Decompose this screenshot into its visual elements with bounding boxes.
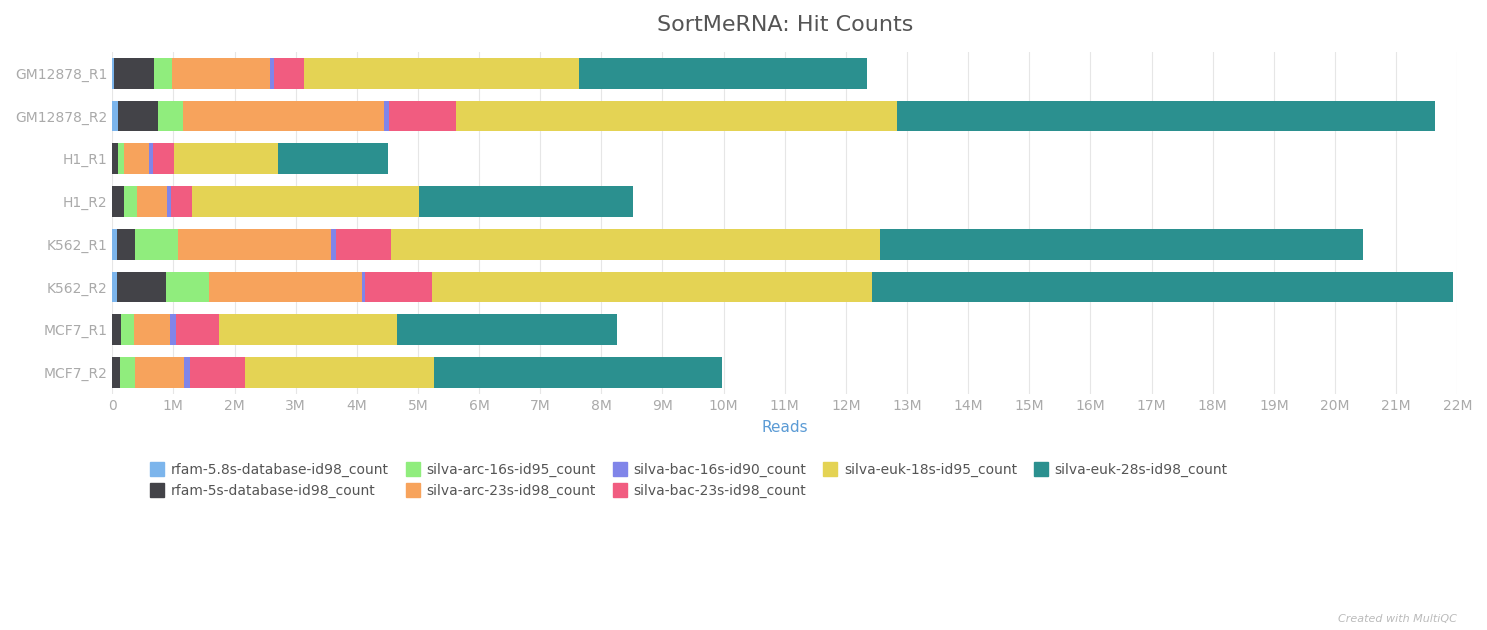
X-axis label: Reads: Reads (761, 420, 807, 435)
Bar (880, 229, 1364, 260)
Bar (364, 272, 433, 302)
Bar (153, 143, 174, 174)
Bar (391, 229, 880, 260)
Bar (190, 357, 245, 388)
Bar (873, 272, 1453, 302)
Bar (192, 186, 418, 217)
Bar (167, 272, 208, 302)
Bar (153, 58, 172, 89)
Bar (119, 101, 158, 131)
Bar (580, 58, 867, 89)
Bar (117, 272, 167, 302)
Bar (245, 357, 434, 388)
Bar (135, 229, 178, 260)
Bar (135, 357, 184, 388)
Bar (174, 143, 278, 174)
Bar (434, 357, 721, 388)
Bar (178, 229, 332, 260)
Bar (305, 58, 580, 89)
Bar (117, 229, 135, 260)
Bar (167, 186, 171, 217)
Bar (332, 229, 336, 260)
Bar (112, 229, 117, 260)
Legend: rfam-5.8s-database-id98_count, rfam-5s-database-id98_count, silva-arc-16s-id95_c: rfam-5.8s-database-id98_count, rfam-5s-d… (146, 459, 1231, 503)
Bar (274, 58, 305, 89)
Bar (433, 272, 873, 302)
Bar (125, 143, 149, 174)
Bar (183, 101, 384, 131)
Bar (418, 186, 632, 217)
Bar (397, 314, 617, 345)
Title: SortMeRNA: Hit Counts: SortMeRNA: Hit Counts (657, 15, 913, 35)
Bar (125, 186, 137, 217)
Bar (112, 143, 119, 174)
Bar (457, 101, 897, 131)
Bar (184, 357, 190, 388)
Bar (384, 101, 390, 131)
Bar (271, 58, 274, 89)
Bar (171, 186, 192, 217)
Bar (158, 101, 183, 131)
Bar (112, 357, 119, 388)
Bar (390, 101, 457, 131)
Bar (172, 58, 271, 89)
Bar (897, 101, 1435, 131)
Bar (112, 58, 114, 89)
Bar (112, 186, 125, 217)
Bar (122, 314, 134, 345)
Bar (361, 272, 364, 302)
Bar (112, 272, 117, 302)
Bar (137, 186, 167, 217)
Bar (219, 314, 397, 345)
Bar (112, 101, 119, 131)
Bar (177, 314, 219, 345)
Bar (278, 143, 388, 174)
Text: Created with MultiQC: Created with MultiQC (1338, 614, 1457, 624)
Bar (171, 314, 177, 345)
Bar (134, 314, 171, 345)
Bar (119, 143, 125, 174)
Bar (149, 143, 153, 174)
Bar (112, 314, 122, 345)
Bar (336, 229, 391, 260)
Bar (114, 58, 153, 89)
Bar (208, 272, 361, 302)
Bar (119, 357, 135, 388)
